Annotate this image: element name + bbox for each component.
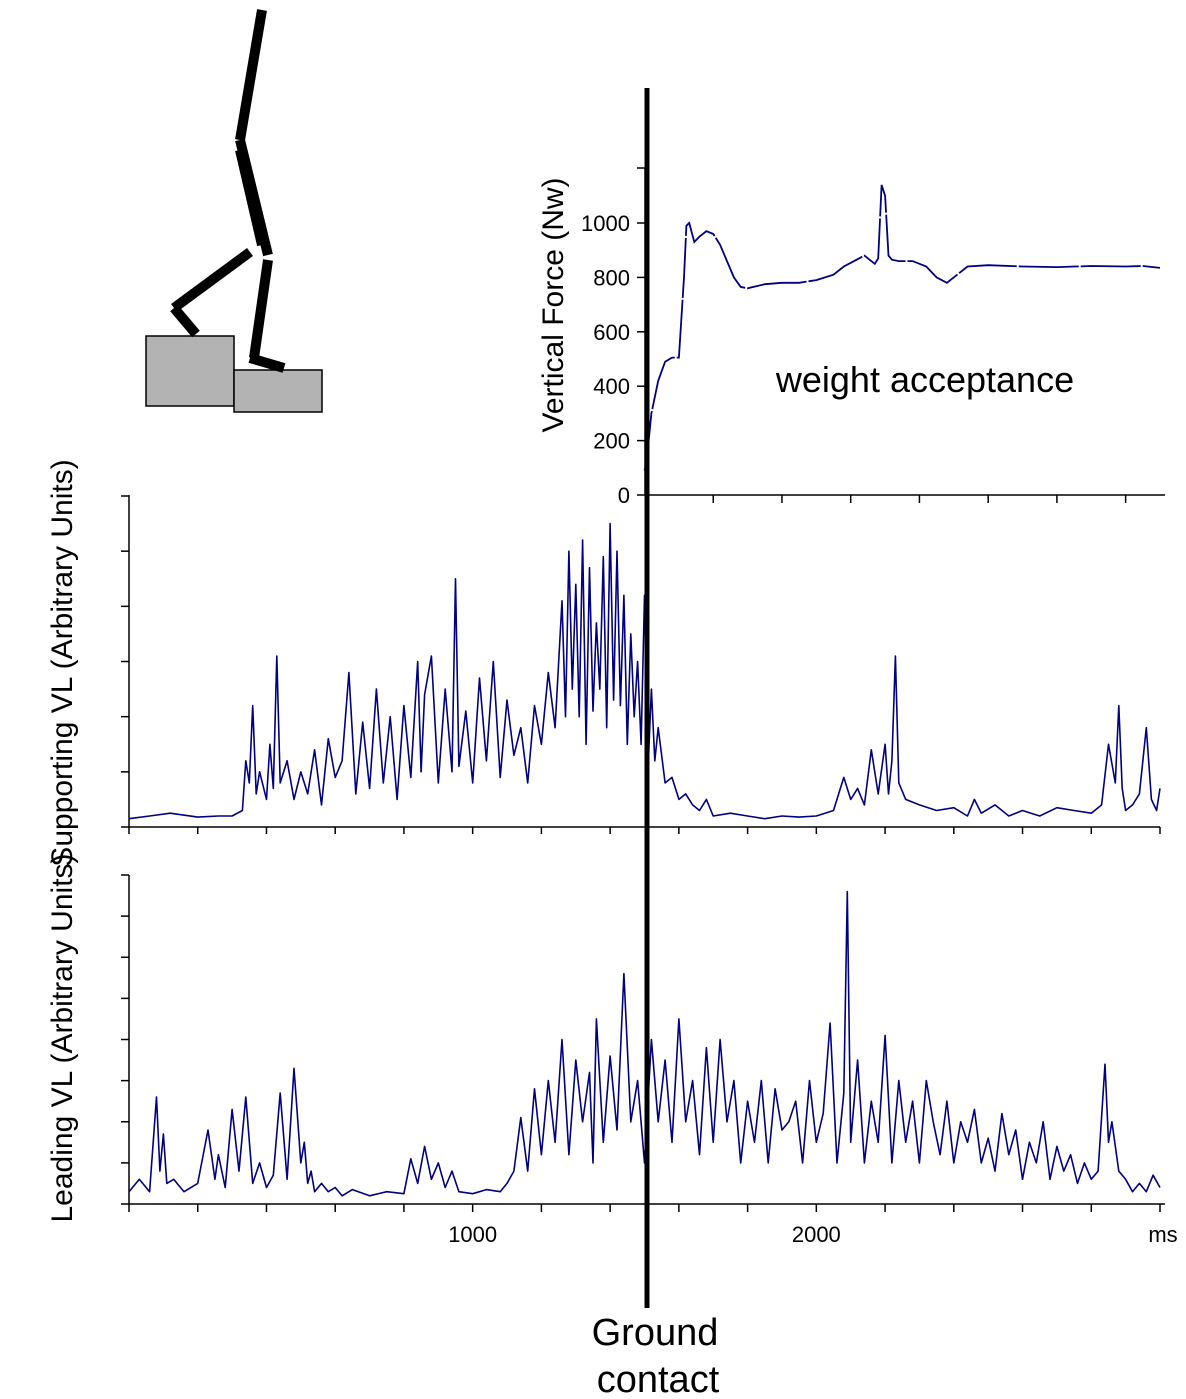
force-y-tick-label: 400 xyxy=(593,374,630,399)
lower-step-block xyxy=(233,369,323,413)
force-y-tick-label: 600 xyxy=(593,320,630,345)
weight-acceptance-annotation: weight acceptance xyxy=(775,359,1074,400)
leading-x-tick-label: 2000 xyxy=(792,1222,841,1247)
upper-step-block xyxy=(145,335,235,407)
ground-contact-marker: Ground contact xyxy=(592,88,720,1399)
force-y-axis-title: Vertical Force (Nw) xyxy=(537,177,570,432)
force-y-tick-label: 1000 xyxy=(581,211,630,236)
leading-y-axis-title: Leading VL (Arbitrary Units) xyxy=(46,853,79,1222)
x-unit-label: ms xyxy=(1148,1222,1177,1247)
stair-step-stick-figure xyxy=(145,9,323,413)
figure-foot-supporting xyxy=(248,353,286,373)
supporting-series-line xyxy=(128,522,1161,820)
leading-x-tick-label: 1000 xyxy=(448,1222,497,1247)
figure-thigh-supporting xyxy=(235,148,267,247)
leading-panel: Leading VL (Arbitrary Units) 1000 2000 ms xyxy=(46,853,1178,1247)
ground-contact-label-line2: contact xyxy=(597,1359,720,1399)
force-y-tick-label: 800 xyxy=(593,265,630,290)
supporting-panel: Supporting VL (Arbitrary Units) xyxy=(46,459,1161,867)
force-y-tick-label: 0 xyxy=(618,483,630,508)
figure-shank-leading xyxy=(171,247,253,313)
force-y-tick-label: 200 xyxy=(593,429,630,454)
force-panel: 0 200 400 600 800 1000 Vertical Force (Nw) we… xyxy=(537,167,1165,508)
leading-series-line xyxy=(128,890,1161,1197)
force-series-line xyxy=(643,184,1161,471)
figure-foot-leading xyxy=(170,304,200,338)
supporting-y-axis-title: Supporting VL (Arbitrary Units) xyxy=(46,459,79,866)
figure-shank-supporting xyxy=(249,259,273,359)
figure-trunk xyxy=(235,9,267,141)
ground-contact-label-line1: Ground xyxy=(592,1312,719,1354)
